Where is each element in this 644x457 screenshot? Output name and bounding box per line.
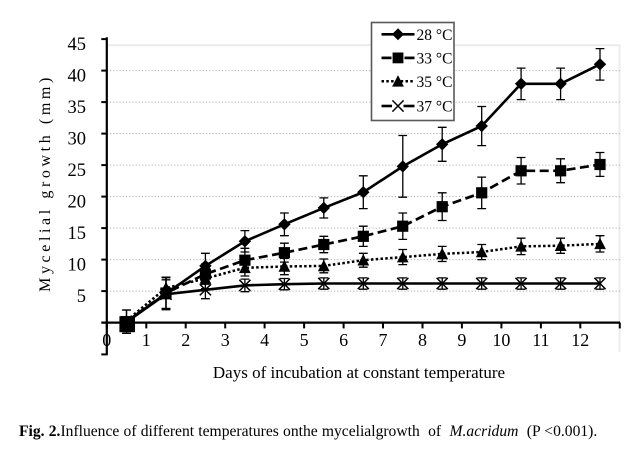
svg-text:11: 11 (532, 330, 549, 350)
svg-text:1: 1 (142, 330, 151, 350)
svg-text:3: 3 (221, 330, 230, 350)
svg-text:15: 15 (68, 224, 87, 244)
svg-text:28 °C: 28 °C (417, 27, 453, 44)
svg-text:8: 8 (418, 330, 427, 350)
svg-text:35 °C: 35 °C (417, 74, 453, 91)
svg-text:Days of incubation at constant: Days of incubation at constant temperatu… (213, 363, 505, 382)
svg-text:9: 9 (457, 330, 466, 350)
svg-text:0: 0 (102, 330, 111, 350)
svg-text:40: 40 (68, 67, 87, 87)
svg-text:10: 10 (492, 330, 510, 350)
svg-text:20: 20 (68, 193, 87, 213)
svg-text:35: 35 (68, 98, 87, 118)
svg-text:4: 4 (260, 330, 269, 350)
svg-text:5: 5 (300, 330, 309, 350)
svg-text:33 °C: 33 °C (417, 50, 453, 67)
svg-text:37 °C: 37 °C (417, 99, 453, 116)
svg-text:30: 30 (68, 130, 87, 150)
svg-text:5: 5 (77, 287, 86, 307)
svg-text:7: 7 (379, 330, 388, 350)
svg-text:45: 45 (68, 35, 87, 55)
svg-text:2: 2 (181, 330, 190, 350)
svg-text:6: 6 (339, 330, 348, 350)
svg-text:Mycelial growth (mm): Mycelial growth (mm) (37, 74, 54, 292)
svg-text:10: 10 (68, 256, 87, 276)
svg-text:12: 12 (571, 330, 589, 350)
svg-text:25: 25 (68, 161, 87, 181)
